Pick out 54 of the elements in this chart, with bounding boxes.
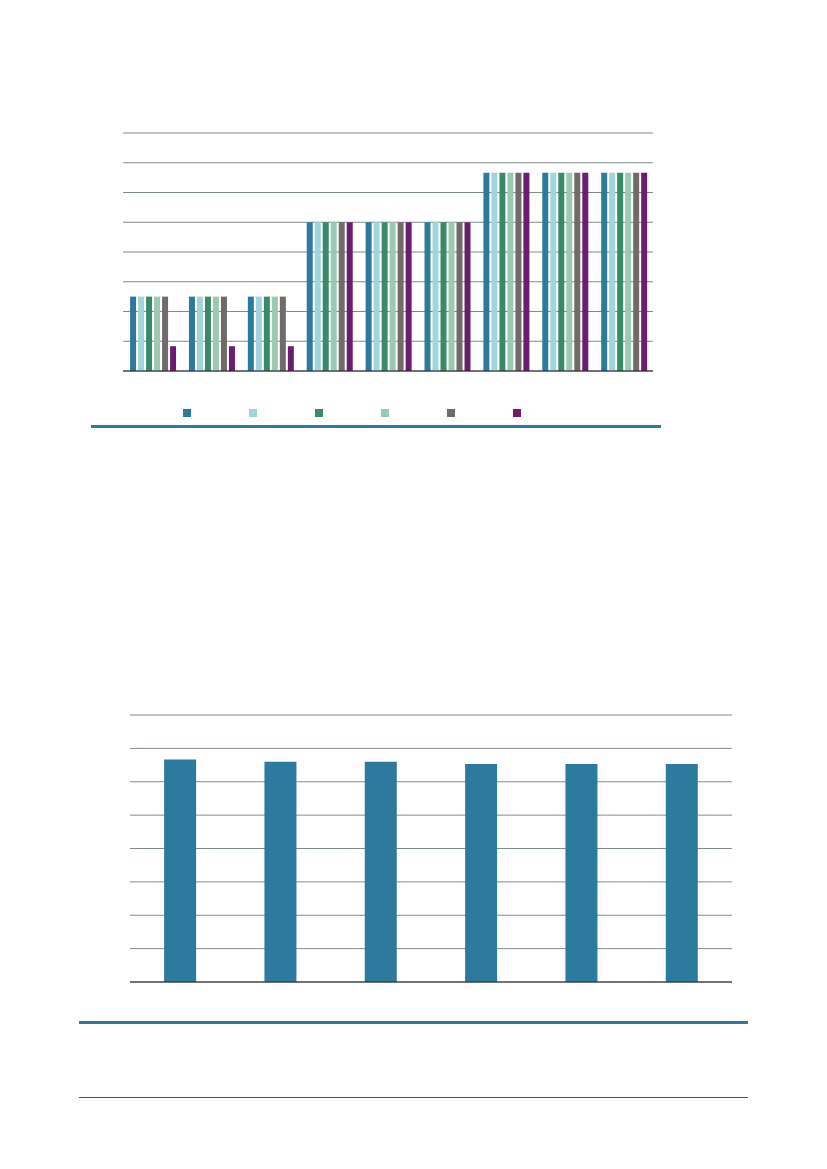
- bar: [566, 172, 573, 371]
- bar: [574, 172, 581, 371]
- bar: [196, 296, 203, 371]
- bar: [279, 296, 286, 371]
- bar: [515, 172, 522, 371]
- bar: [523, 172, 530, 371]
- bar: [365, 222, 372, 371]
- bar: [550, 172, 557, 371]
- bar: [228, 346, 235, 371]
- bar: [491, 172, 498, 371]
- bar: [432, 222, 439, 371]
- bar: [314, 222, 321, 371]
- bar: [170, 346, 177, 371]
- bar: [255, 296, 262, 371]
- bar: [247, 296, 254, 371]
- bar: [405, 222, 412, 371]
- bar: [162, 296, 169, 371]
- bar: [138, 296, 145, 371]
- bar: [146, 296, 153, 371]
- bar: [483, 172, 490, 371]
- bar: [625, 172, 632, 371]
- bar: [130, 296, 137, 371]
- bar: [464, 222, 471, 371]
- bar: [389, 222, 396, 371]
- bar: [381, 222, 388, 371]
- bar: [287, 346, 294, 371]
- bar: [346, 222, 353, 371]
- bar: [456, 222, 463, 371]
- bar: [212, 296, 219, 371]
- bar: [641, 172, 648, 371]
- bar: [263, 296, 270, 371]
- bar: [424, 222, 431, 371]
- bar: [338, 222, 345, 371]
- bar: [499, 172, 506, 371]
- bar: [306, 222, 313, 371]
- bar: [373, 222, 380, 371]
- bar: [617, 172, 624, 371]
- bar: [507, 172, 514, 371]
- bar: [440, 222, 447, 371]
- bar: [330, 222, 337, 371]
- bar: [188, 296, 195, 371]
- bar: [542, 172, 549, 371]
- bar: [448, 222, 455, 371]
- bar: [220, 296, 227, 371]
- bar: [633, 172, 640, 371]
- bar: [322, 222, 329, 371]
- bar: [204, 296, 211, 371]
- bar: [558, 172, 565, 371]
- bar: [582, 172, 589, 371]
- bar: [609, 172, 616, 371]
- bar: [271, 296, 278, 371]
- bar: [397, 222, 404, 371]
- bar: [154, 296, 161, 371]
- bar: [601, 172, 608, 371]
